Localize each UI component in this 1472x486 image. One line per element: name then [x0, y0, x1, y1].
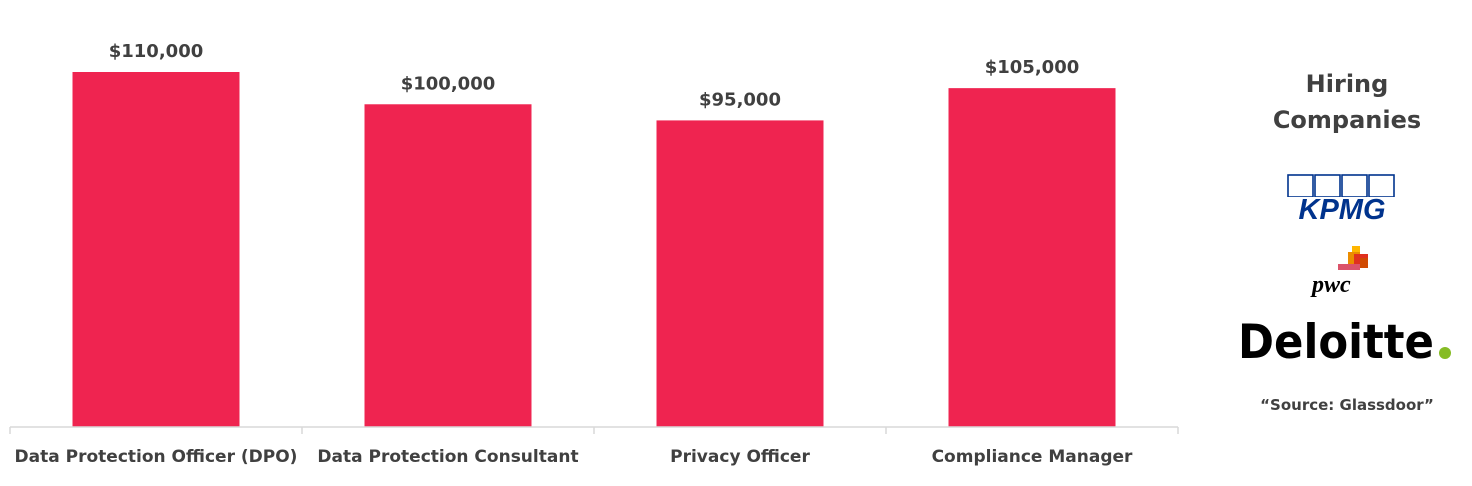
source-note: “Source: Glassdoor” [1260, 396, 1434, 414]
salary-bar-chart: $110,000 $100,000 $95,000 $105,000 Data Pro… [9, 41, 1179, 467]
deloitte-logo: Deloitte [1238, 315, 1451, 368]
bar-4 [948, 88, 1116, 428]
bars-layer [72, 72, 1116, 428]
bar-value-label-3: $95,000 [699, 89, 781, 110]
bar-3 [656, 120, 824, 427]
bar-value-label-1: $110,000 [109, 41, 204, 62]
kpmg-logo-text: KPMG [1299, 194, 1386, 223]
bar-value-label-2: $100,000 [401, 73, 496, 94]
pwc-logo: pwc [1310, 246, 1368, 298]
category-label-1: Data Protection Officer (DPO) [15, 447, 298, 467]
hiring-companies-panel: Hiring Companies KPMG pwc Deloitte “Sour… [1222, 0, 1472, 486]
bar-1 [72, 72, 240, 427]
x-axis [9, 426, 1179, 434]
hiring-companies-title-line1: Hiring [1305, 70, 1389, 98]
category-label-2: Data Protection Consultant [317, 447, 578, 467]
deloitte-green-dot [1439, 347, 1451, 359]
data-labels-layer: $110,000 $100,000 $95,000 $105,000 [109, 41, 1080, 110]
hiring-companies-title-line2: Companies [1272, 106, 1422, 134]
pwc-logo-text: pwc [1310, 272, 1351, 298]
bar-value-label-4: $105,000 [985, 57, 1080, 78]
kpmg-logo: KPMG [1284, 174, 1402, 223]
hiring-companies-title: Hiring Companies [1222, 66, 1472, 138]
deloitte-logo-text: Deloitte [1238, 315, 1434, 368]
category-label-4: Compliance Manager [932, 447, 1133, 467]
category-label-3: Privacy Officer [670, 447, 810, 467]
bar-2 [364, 104, 532, 427]
category-labels-layer: Data Protection Officer (DPO) Data Protec… [15, 447, 1133, 467]
